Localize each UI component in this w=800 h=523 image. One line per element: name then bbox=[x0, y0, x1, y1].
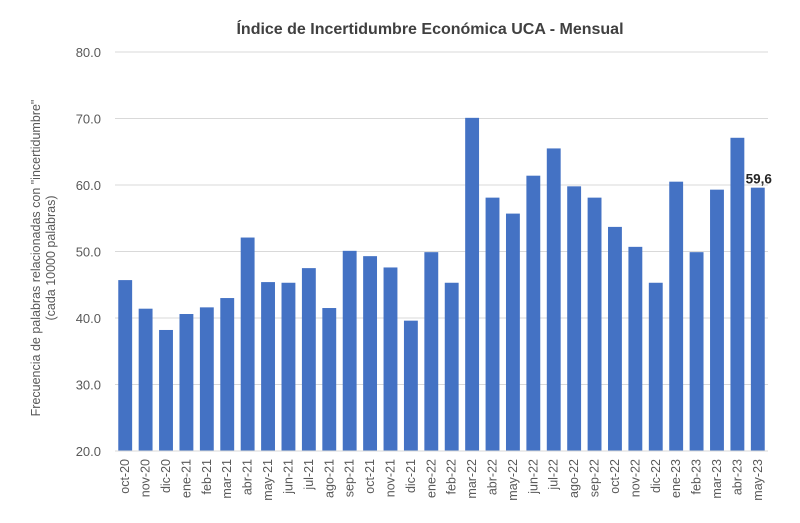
x-tick-label: dic-20 bbox=[159, 459, 173, 493]
x-tick-label: sep-22 bbox=[588, 459, 602, 497]
bar bbox=[710, 189, 724, 451]
bar bbox=[669, 181, 684, 452]
bar bbox=[220, 298, 235, 451]
x-tick-label: may-21 bbox=[261, 459, 275, 501]
bar bbox=[322, 308, 337, 451]
bar bbox=[363, 256, 378, 451]
y-tick-label: 20.0 bbox=[76, 444, 101, 459]
x-tick-label: jul-21 bbox=[302, 459, 316, 491]
bar bbox=[281, 282, 296, 451]
bar bbox=[485, 197, 500, 451]
x-tick-label: ene-22 bbox=[424, 459, 438, 498]
x-tick-label: jun-22 bbox=[526, 459, 540, 495]
bar bbox=[628, 246, 643, 451]
x-tick-label: oct-20 bbox=[118, 459, 132, 494]
y-tick-label: 40.0 bbox=[76, 311, 101, 326]
x-tick-label: may-23 bbox=[751, 459, 765, 501]
x-tick-label: nov-21 bbox=[383, 459, 397, 497]
bar bbox=[567, 186, 582, 451]
bar bbox=[608, 226, 622, 451]
axes: 20.0 30.0 40.0 50.0 60.0 70.0 80.0 oct-20 nov-20… bbox=[76, 45, 773, 501]
bar bbox=[587, 197, 602, 451]
x-tick-label: ago-21 bbox=[322, 459, 336, 498]
bar bbox=[199, 307, 214, 451]
data-label: 59,6 bbox=[746, 172, 773, 187]
y-tick-label: 30.0 bbox=[76, 378, 101, 393]
x-tick-label: nov-22 bbox=[628, 459, 642, 497]
bar bbox=[750, 187, 765, 451]
x-tick-label: dic-22 bbox=[649, 459, 663, 493]
y-tick-label: 50.0 bbox=[76, 245, 101, 260]
x-tick-label: mar-22 bbox=[465, 459, 479, 499]
x-tick-label: ene-23 bbox=[669, 459, 683, 498]
x-tick-label: jul-22 bbox=[547, 459, 561, 491]
x-tick-label: oct-21 bbox=[363, 459, 377, 494]
x-tick-label: mar-21 bbox=[220, 459, 234, 499]
x-tick-label: may-22 bbox=[506, 459, 520, 501]
bar bbox=[138, 308, 153, 451]
x-tick-label: abr-21 bbox=[241, 459, 255, 495]
y-axis-title-line2: (cada 10000 palabras) bbox=[44, 195, 58, 320]
bar bbox=[444, 282, 459, 451]
bar bbox=[403, 320, 418, 451]
y-tick-label: 80.0 bbox=[76, 45, 101, 60]
x-tick-label: dic-21 bbox=[404, 459, 418, 493]
y-axis-title-line1: Frecuencia de palabras relacionadas con … bbox=[29, 100, 43, 417]
bar bbox=[648, 282, 663, 451]
x-tick-label: nov-20 bbox=[139, 459, 153, 497]
bar bbox=[424, 252, 439, 451]
bar bbox=[730, 137, 745, 451]
y-tick-label: 60.0 bbox=[76, 178, 101, 193]
bar bbox=[465, 117, 480, 452]
bar bbox=[159, 329, 173, 451]
x-tick-label: abr-22 bbox=[486, 459, 500, 495]
y-axis-title: Frecuencia de palabras relacionadas con … bbox=[29, 100, 58, 417]
x-tick-label: oct-22 bbox=[608, 459, 622, 494]
chart-title: Índice de Incertidumbre Económica UCA - … bbox=[236, 19, 623, 38]
bar bbox=[546, 148, 561, 452]
x-tick-label: feb-21 bbox=[200, 459, 214, 494]
bars bbox=[118, 117, 765, 452]
x-tick-label: abr-23 bbox=[730, 459, 744, 495]
bar bbox=[301, 268, 316, 451]
bar bbox=[505, 213, 520, 451]
bar bbox=[118, 280, 133, 451]
bar bbox=[261, 282, 275, 451]
bar bbox=[342, 250, 357, 451]
x-tick-label: feb-23 bbox=[690, 459, 704, 494]
x-tick-label: jun-21 bbox=[281, 459, 295, 495]
bar bbox=[383, 267, 398, 451]
x-tick-label: sep-21 bbox=[343, 459, 357, 497]
bar bbox=[526, 175, 541, 451]
y-tick-label: 70.0 bbox=[76, 112, 101, 127]
x-tick-label: feb-22 bbox=[445, 459, 459, 494]
bar bbox=[179, 314, 194, 451]
bar bbox=[689, 252, 704, 451]
bar bbox=[240, 237, 255, 451]
x-tick-label: ene-21 bbox=[179, 459, 193, 498]
x-tick-label: ago-22 bbox=[567, 459, 581, 498]
x-tick-label: mar-23 bbox=[710, 459, 724, 499]
